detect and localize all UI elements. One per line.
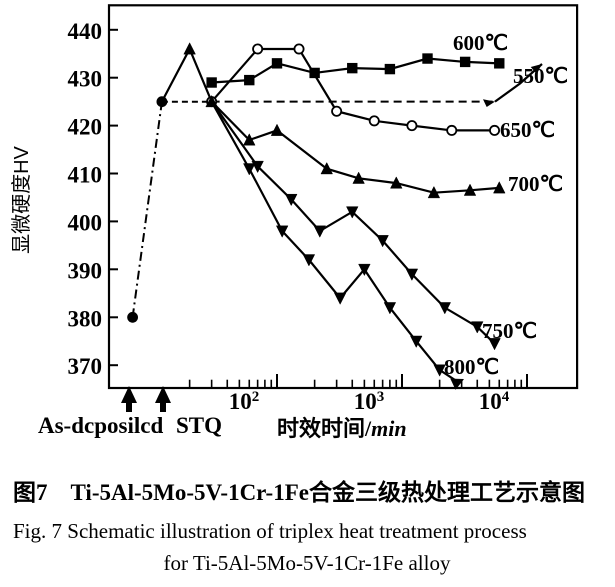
svg-text:550℃: 550℃ bbox=[513, 64, 568, 88]
svg-text:103: 103 bbox=[354, 389, 385, 414]
svg-text:370: 370 bbox=[68, 354, 103, 379]
svg-text:650℃: 650℃ bbox=[500, 118, 555, 142]
svg-text:420: 420 bbox=[68, 115, 103, 140]
svg-text:STQ: STQ bbox=[176, 413, 222, 438]
svg-text:440: 440 bbox=[68, 19, 103, 44]
svg-text:600℃: 600℃ bbox=[453, 31, 508, 55]
svg-text:As-dcposilcd: As-dcposilcd bbox=[38, 413, 163, 438]
svg-text:104: 104 bbox=[479, 389, 510, 414]
svg-text:400: 400 bbox=[68, 210, 103, 235]
svg-text:430: 430 bbox=[68, 67, 103, 92]
svg-text:图7 Ti-5Al-5Mo-5V-1Cr-1Fe合金三级热处: 图7 Ti-5Al-5Mo-5V-1Cr-1Fe合金三级热处理工艺示意图 bbox=[13, 479, 585, 505]
svg-text:102: 102 bbox=[229, 389, 260, 414]
svg-text:380: 380 bbox=[68, 306, 103, 331]
svg-text:800℃: 800℃ bbox=[444, 355, 499, 379]
svg-text:390: 390 bbox=[68, 258, 103, 283]
svg-text:410: 410 bbox=[68, 163, 103, 188]
svg-text:Fig. 7 Schematic illustration: Fig. 7 Schematic illustration of triplex… bbox=[13, 519, 527, 543]
svg-text:750℃: 750℃ bbox=[482, 319, 537, 343]
svg-text:700℃: 700℃ bbox=[508, 172, 563, 196]
svg-text:时效时间/min: 时效时间/min bbox=[277, 416, 407, 441]
svg-text:for Ti-5Al-5Mo-5V-1Cr-1Fe allo: for Ti-5Al-5Mo-5V-1Cr-1Fe alloy bbox=[164, 551, 451, 575]
svg-text:显微硬度HV: 显微硬度HV bbox=[10, 145, 33, 253]
